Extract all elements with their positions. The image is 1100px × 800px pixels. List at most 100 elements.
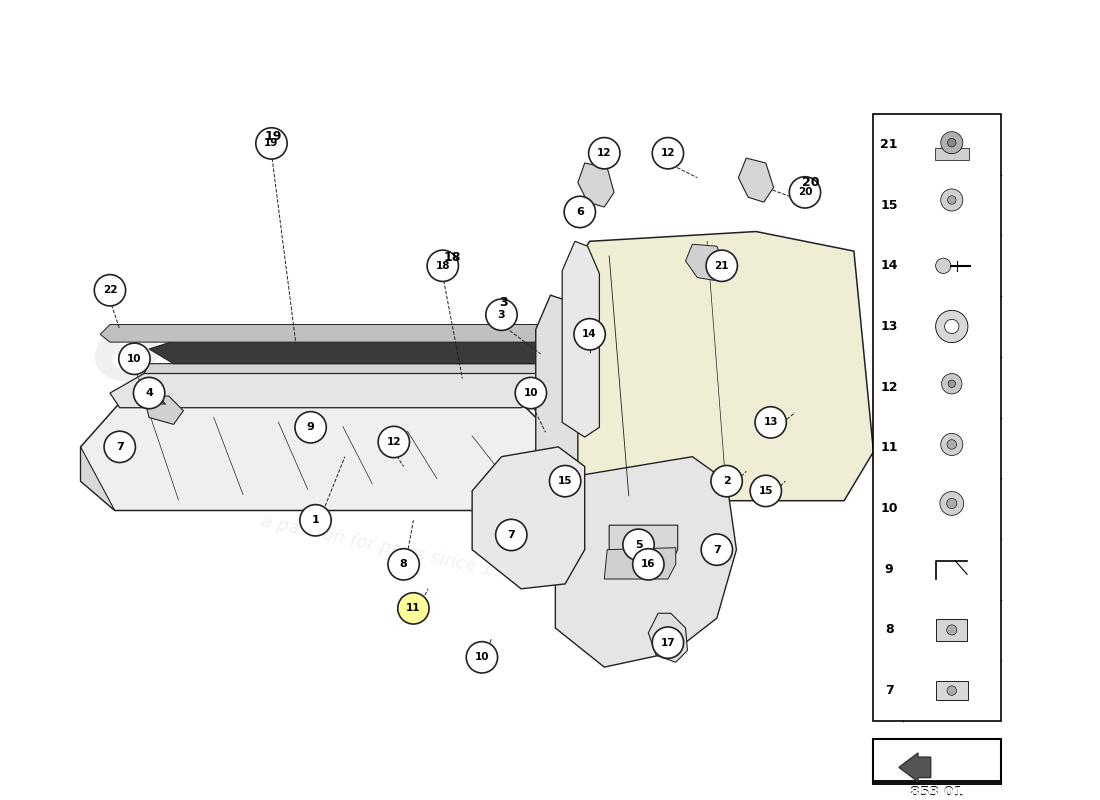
Text: 7: 7: [884, 684, 893, 697]
Circle shape: [947, 686, 957, 695]
FancyArrow shape: [899, 753, 931, 782]
Text: 2: 2: [723, 476, 730, 486]
Text: 10: 10: [128, 354, 142, 364]
Bar: [935, 148, 969, 160]
Circle shape: [104, 431, 135, 462]
Circle shape: [711, 466, 742, 497]
Circle shape: [939, 491, 964, 515]
Polygon shape: [648, 614, 688, 662]
Polygon shape: [144, 364, 556, 374]
Text: 19: 19: [265, 130, 282, 143]
Polygon shape: [562, 242, 600, 437]
Text: 9: 9: [884, 562, 893, 576]
Circle shape: [947, 625, 957, 635]
Polygon shape: [100, 325, 556, 342]
Text: 9: 9: [307, 422, 315, 432]
Text: 21: 21: [880, 138, 898, 151]
Circle shape: [750, 475, 781, 506]
Text: eurospares: eurospares: [78, 298, 710, 586]
Text: 5: 5: [635, 540, 642, 550]
Circle shape: [940, 189, 962, 211]
Text: 11: 11: [406, 603, 420, 614]
Circle shape: [256, 128, 287, 159]
Circle shape: [947, 498, 957, 509]
Circle shape: [706, 250, 737, 282]
Polygon shape: [685, 244, 725, 281]
Text: 13: 13: [880, 320, 898, 333]
Circle shape: [574, 318, 605, 350]
Circle shape: [947, 440, 957, 450]
Circle shape: [623, 529, 654, 561]
Text: 12: 12: [880, 381, 898, 394]
Circle shape: [701, 534, 733, 566]
Text: 8: 8: [399, 559, 407, 570]
Text: 20: 20: [802, 176, 820, 189]
Text: 7: 7: [116, 442, 123, 452]
Text: 14: 14: [880, 259, 898, 272]
Circle shape: [378, 426, 409, 458]
Text: 14: 14: [582, 330, 597, 339]
Circle shape: [947, 196, 956, 204]
Polygon shape: [80, 447, 114, 510]
Circle shape: [652, 627, 683, 658]
Circle shape: [652, 138, 683, 169]
Text: 3: 3: [499, 297, 508, 310]
Text: 10: 10: [475, 652, 490, 662]
Circle shape: [945, 319, 959, 334]
Bar: [873, 780, 1001, 800]
Circle shape: [300, 505, 331, 536]
Text: 7: 7: [507, 530, 515, 540]
Circle shape: [496, 519, 527, 550]
Circle shape: [398, 593, 429, 624]
Circle shape: [550, 466, 581, 497]
Text: 12: 12: [597, 148, 612, 158]
Text: 15: 15: [880, 198, 898, 211]
Text: 15: 15: [558, 476, 572, 486]
Circle shape: [133, 378, 165, 409]
Circle shape: [632, 549, 664, 580]
Text: 853 01: 853 01: [911, 786, 964, 800]
Polygon shape: [604, 548, 675, 579]
Circle shape: [295, 412, 327, 443]
Polygon shape: [556, 457, 736, 667]
Text: 21: 21: [715, 261, 729, 270]
Circle shape: [940, 132, 962, 154]
Circle shape: [388, 549, 419, 580]
Polygon shape: [556, 231, 873, 501]
Circle shape: [564, 196, 595, 228]
Text: 10: 10: [524, 388, 538, 398]
Text: 20: 20: [798, 187, 812, 198]
Polygon shape: [536, 295, 578, 501]
Circle shape: [755, 406, 786, 438]
Text: 11: 11: [880, 442, 898, 454]
Polygon shape: [472, 447, 585, 589]
Bar: [873, 114, 1001, 721]
Text: 7: 7: [713, 545, 721, 554]
Circle shape: [948, 380, 956, 387]
Polygon shape: [80, 403, 556, 510]
Text: 12: 12: [386, 437, 402, 447]
Text: 8: 8: [884, 623, 893, 637]
Circle shape: [947, 138, 956, 147]
Text: 13: 13: [763, 418, 778, 427]
Polygon shape: [110, 374, 556, 408]
Text: 22: 22: [102, 286, 118, 295]
Circle shape: [940, 434, 962, 455]
Circle shape: [588, 138, 620, 169]
Text: 3: 3: [497, 310, 505, 320]
Circle shape: [936, 258, 950, 274]
Text: 4: 4: [145, 388, 153, 398]
Text: 18: 18: [444, 251, 461, 265]
Text: a passion for parts since 1985: a passion for parts since 1985: [258, 513, 529, 586]
Bar: [936, 682, 968, 700]
Circle shape: [790, 177, 821, 208]
Text: 19: 19: [264, 138, 278, 149]
Text: 17: 17: [661, 638, 675, 648]
Polygon shape: [150, 341, 556, 364]
Circle shape: [486, 299, 517, 330]
Circle shape: [427, 250, 459, 282]
Polygon shape: [738, 158, 773, 202]
Circle shape: [466, 642, 497, 673]
Circle shape: [942, 374, 962, 394]
Text: 853 01: 853 01: [911, 785, 964, 799]
